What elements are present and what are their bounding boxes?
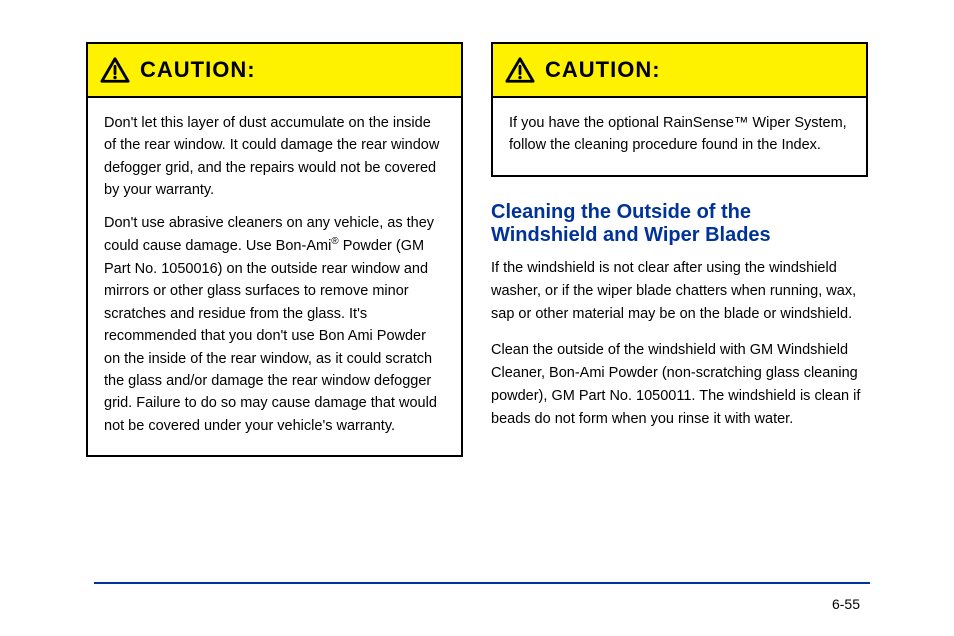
caution-body-right: If you have the optional RainSense™ Wipe…: [493, 98, 866, 175]
caution-header: CAUTION:: [88, 44, 461, 98]
right-column: CAUTION: If you have the optional RainSe…: [491, 42, 868, 457]
warning-triangle-icon: [505, 56, 535, 84]
page-number: 6-55: [832, 596, 860, 612]
footer-rule: [94, 582, 870, 584]
caution-label: CAUTION:: [140, 57, 256, 83]
warning-triangle-icon: [100, 56, 130, 84]
caution-body-left: Don't let this layer of dust accumulate …: [88, 98, 461, 455]
section-heading: Cleaning the Outside of theWindshield an…: [491, 201, 868, 247]
body-paragraph: Clean the outside of the windshield with…: [491, 339, 868, 432]
caution-header: CAUTION:: [493, 44, 866, 98]
caution-label: CAUTION:: [545, 57, 661, 83]
body-paragraph: If the windshield is not clear after usi…: [491, 257, 868, 327]
left-column: CAUTION: Don't let this layer of dust ac…: [86, 42, 463, 457]
caution-box-left: CAUTION: Don't let this layer of dust ac…: [86, 42, 463, 457]
caution-box-right: CAUTION: If you have the optional RainSe…: [491, 42, 868, 177]
